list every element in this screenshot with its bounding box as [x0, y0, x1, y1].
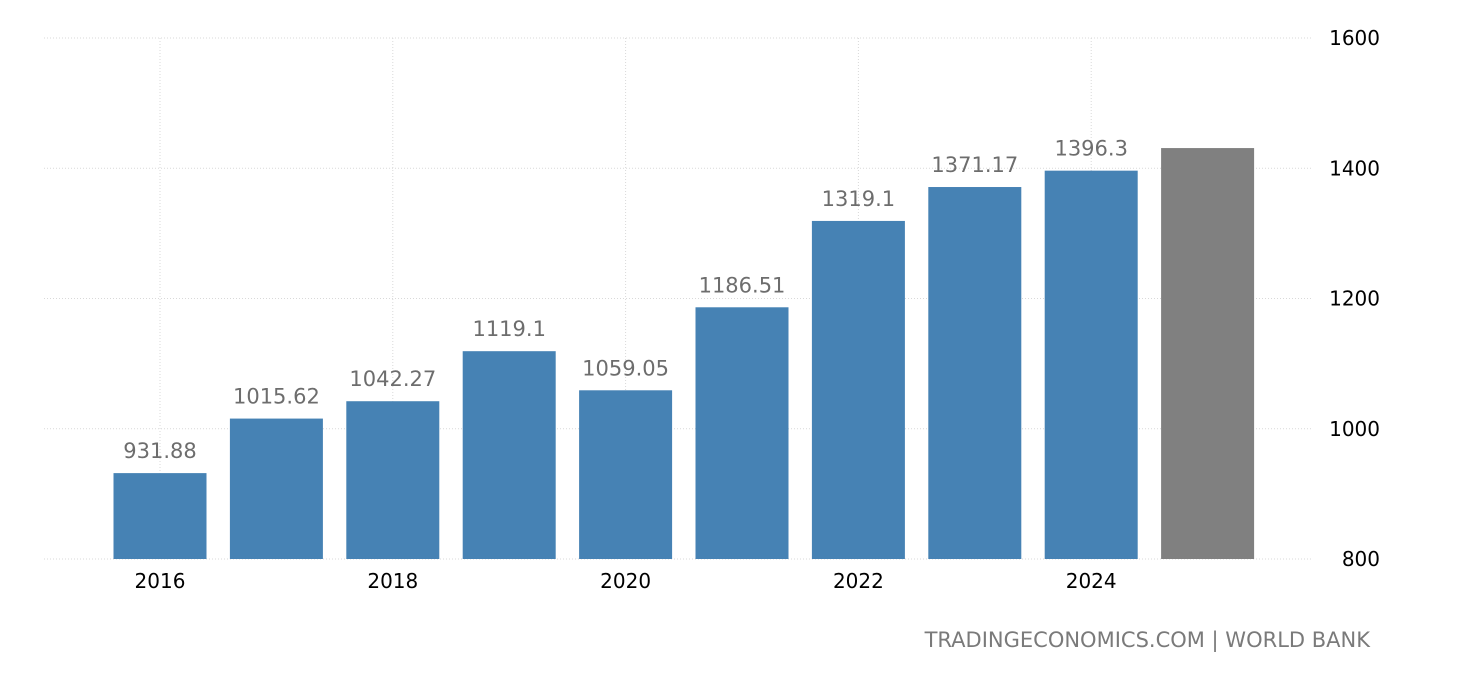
- bar-2017: [229, 418, 323, 559]
- data-label-2022: 1319.1: [822, 187, 895, 211]
- data-label-2016: 931.88: [123, 439, 196, 463]
- data-label-2021: 1186.51: [699, 273, 786, 297]
- bar-2024: [1044, 170, 1138, 560]
- bar-2021: [695, 307, 789, 559]
- bar-2016: [113, 473, 207, 559]
- y-tick-label: 1400: [1329, 156, 1380, 180]
- data-label-2023: 1371.17: [931, 153, 1018, 177]
- y-tick-label: 1000: [1329, 417, 1380, 441]
- bar-2022: [811, 220, 905, 559]
- bar-2020: [579, 390, 673, 559]
- x-tick-label: 2022: [833, 569, 884, 593]
- y-tick-label: 800: [1342, 547, 1380, 571]
- data-label-2020: 1059.05: [582, 356, 669, 380]
- y-axis-ticks: 800 1000 1200 1400 1600: [1329, 26, 1380, 571]
- bar-chart: 931.88 1015.62 1042.27 1119.1 1059.05 1186.51…: [44, 26, 1380, 593]
- data-label-2018: 1042.27: [349, 367, 436, 391]
- data-label-2017: 1015.62: [233, 385, 320, 409]
- x-tick-label: 2020: [600, 569, 651, 593]
- bar-2025: [1161, 148, 1255, 559]
- data-labels: 931.88 1015.62 1042.27 1119.1 1059.05 1186.51…: [123, 137, 1128, 463]
- x-tick-label: 2024: [1066, 569, 1117, 593]
- bar-2023: [928, 187, 1022, 559]
- data-label-2019: 1119.1: [472, 317, 545, 341]
- x-tick-label: 2016: [135, 569, 186, 593]
- data-label-2024: 1396.3: [1054, 137, 1127, 161]
- x-axis-ticks: 2016 2018 2020 2022 2024: [135, 569, 1117, 593]
- x-tick-label: 2018: [367, 569, 418, 593]
- bars: [113, 148, 1255, 560]
- y-tick-label: 1200: [1329, 287, 1380, 311]
- y-tick-label: 1600: [1329, 26, 1380, 50]
- bar-2019: [462, 351, 556, 559]
- source-footer: TRADINGECONOMICS.COM | WORLD BANK: [924, 628, 1370, 652]
- bar-2018: [346, 401, 440, 559]
